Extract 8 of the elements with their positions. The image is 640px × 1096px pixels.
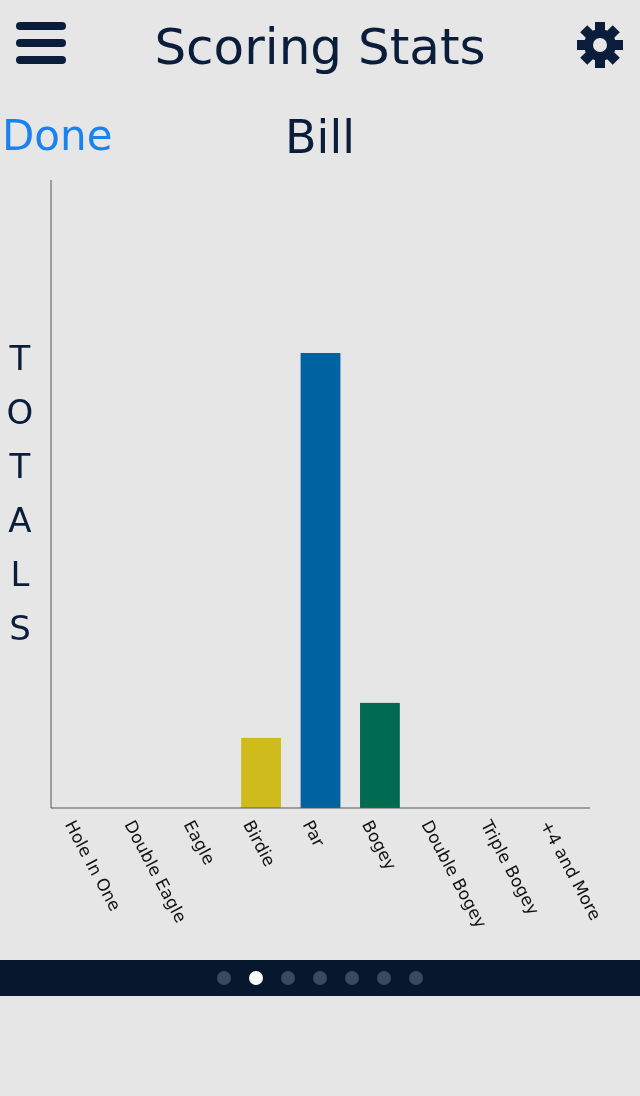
chart-title: Scoring Stats — [154, 18, 486, 76]
x-tick-label: Eagle — [179, 816, 220, 868]
text: Done — [2, 111, 113, 160]
x-tick-label: +4 and More — [536, 816, 606, 924]
x-tick-label: Par — [298, 816, 329, 850]
chart-subtitle: Bill — [285, 110, 355, 164]
x-tick-label: Hole In One — [60, 816, 126, 915]
y-axis-title: TOTALS — [6, 338, 34, 648]
